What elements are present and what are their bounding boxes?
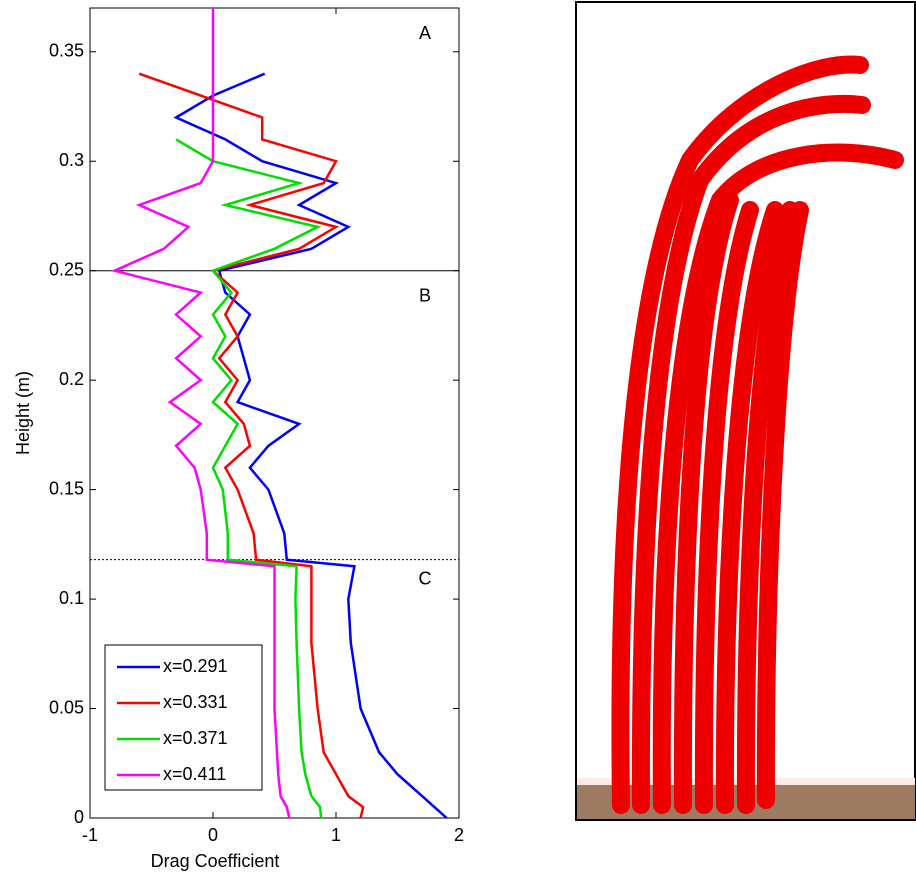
panel-label: C [419, 568, 432, 588]
y-tick-label: 0.05 [49, 697, 84, 717]
panel-label: B [419, 285, 431, 305]
simulation-image [575, 1, 916, 821]
series-line [110, 8, 291, 819]
series-line [138, 72, 365, 819]
y-axis-label: Height (m) [13, 371, 33, 455]
legend-label: x=0.291 [163, 656, 228, 676]
y-tick-label: 0 [74, 807, 84, 827]
legend-box [104, 644, 263, 791]
y-tick-label: 0.35 [49, 41, 84, 61]
y-tick-label: 0.25 [49, 259, 84, 279]
x-tick-label: 0 [208, 825, 218, 845]
y-tick-label: 0.1 [59, 588, 84, 608]
series-line [175, 138, 323, 819]
x-tick-label: 1 [331, 825, 341, 845]
stems [611, 55, 904, 814]
y-tick-label: 0.15 [49, 478, 84, 498]
legend-label: x=0.371 [163, 728, 228, 748]
x-tick-label: 2 [454, 825, 464, 845]
y-tick-label: 0.3 [59, 150, 84, 170]
x-axis-label: Drag Coefficient [151, 851, 280, 871]
y-tick-label: 0.2 [59, 369, 84, 389]
legend-label: x=0.331 [163, 692, 228, 712]
x-tick-label: -1 [82, 825, 98, 845]
series-line [173, 72, 448, 819]
panel-label: A [419, 23, 431, 43]
legend-label: x=0.411 [163, 764, 226, 784]
